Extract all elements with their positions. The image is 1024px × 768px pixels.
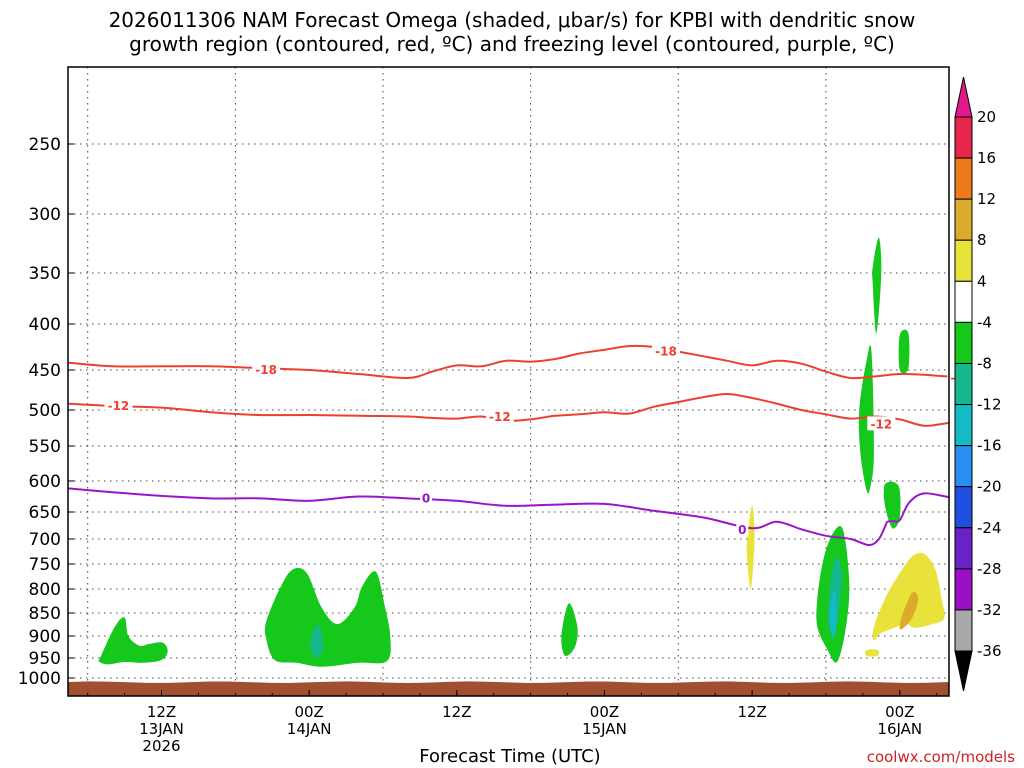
y-tick-label: 750 [29, 555, 61, 575]
colorbar-tick-label: 20 [977, 108, 996, 126]
green-cell-14jan-late [561, 603, 578, 657]
chart-title-line-1: 2026011306 NAM Forecast Omega (shaded, μ… [109, 8, 916, 32]
contour-line [68, 392, 949, 427]
chart-title-line-2: growth region (contoured, red, ºC) and f… [129, 32, 895, 56]
terrain-strip [68, 681, 949, 696]
contour-line [68, 487, 949, 547]
colorbar-swatch [954, 157, 973, 200]
contour-label: -12 [870, 417, 892, 431]
y-tick-label: 800 [29, 580, 61, 600]
green-cell-14jan [264, 567, 391, 667]
green-column-upper [872, 237, 882, 334]
colorbar-tick-label: -24 [977, 519, 1002, 537]
x-axis-label: Forecast Time (UTC) [419, 746, 600, 767]
plot-frame [67, 66, 950, 697]
colorbar-tick-label: -8 [977, 354, 992, 372]
y-tick-label: 850 [29, 604, 61, 624]
contour-label-bg [104, 398, 133, 412]
colorbar-tick-label: -20 [977, 478, 1002, 496]
x-tick-label: 16JAN [877, 720, 922, 738]
colorbar-over-arrow [954, 76, 973, 118]
x-tick-label: 13JAN [139, 720, 184, 738]
colorbar-tick-label: 8 [977, 231, 987, 249]
plot-background [68, 67, 949, 696]
yellow-blob-small [865, 649, 880, 657]
y-tick-label: 350 [29, 264, 61, 284]
contour-label-bg [420, 490, 433, 505]
y-tick-label: 1000 [18, 669, 61, 689]
y-tick-label: 900 [29, 627, 61, 647]
y-tick-label: 400 [29, 315, 61, 335]
contour-label-bg [867, 416, 896, 431]
colorbar-tick-label: -12 [977, 396, 1002, 414]
contour-label: -18 [655, 345, 677, 359]
x-tick-label: 12Z [442, 703, 471, 721]
orange-core-16jan [899, 591, 919, 630]
green-column-main [858, 344, 874, 494]
colorbar-swatch [954, 445, 973, 488]
contour-label-bg [651, 343, 680, 358]
y-tick-label: 700 [29, 530, 61, 550]
teal-core-14jan [310, 625, 323, 659]
colorbar-tick-label: 12 [977, 190, 996, 208]
colorbar-swatch [954, 239, 973, 282]
plot-area [68, 67, 949, 696]
y-tick-label: 550 [29, 437, 61, 457]
source-credit: coolwx.com/models [867, 748, 1015, 766]
x-tick-label: 15JAN [582, 720, 627, 738]
yellow-streak-15jan [746, 505, 755, 590]
contour-label: 0 [738, 523, 746, 537]
green-patch-16jan-upper [898, 329, 910, 374]
contour-label: -12 [108, 399, 130, 413]
x-tick-label: 00Z [294, 703, 323, 721]
colorbar-tick-label: 16 [977, 149, 996, 167]
colorbar-tick-label: -32 [977, 601, 1002, 619]
colorbar-swatch [954, 568, 973, 611]
contour-label: 0 [422, 491, 430, 505]
colorbar-swatch [954, 198, 973, 241]
colorbar-tick-label: -28 [977, 560, 1002, 578]
axes: 250 300 350 400 450 500 550 600 650 700 750 800 850 9… [18, 66, 950, 755]
contour-label: -12 [489, 410, 511, 424]
blue-core-15jan [829, 588, 838, 639]
terrain-fill [68, 681, 949, 696]
yellow-cell-16jan [872, 552, 945, 641]
y-tick-label: 650 [29, 503, 61, 523]
y-tick-label: 300 [29, 205, 61, 225]
colorbar-tick-label: 4 [977, 272, 987, 290]
contour-label-bg [252, 362, 281, 376]
green-cell-13jan-low [97, 617, 168, 665]
x-tick-label: 12Z [147, 703, 176, 721]
contour-label-bg [736, 521, 749, 536]
x-tick-label: 00Z [885, 703, 914, 721]
contour-label-bg [485, 409, 514, 424]
colorbar-swatch [954, 362, 973, 406]
x-tick-label: 12Z [737, 703, 766, 721]
x-tick-label: 2026 [142, 737, 180, 755]
y-tick-label: 950 [29, 649, 61, 669]
colorbar-swatch [954, 116, 973, 159]
x-tick-label: 14JAN [287, 720, 332, 738]
colorbar-swatch [954, 609, 973, 652]
y-tick-label: 500 [29, 401, 61, 421]
colorbar-tick-label: -36 [977, 642, 1002, 660]
y-tick-label: 600 [29, 472, 61, 492]
colorbar: 20 16 12 8 4 -4 -8 -12 -16 -20 -24 -28 -32 -36 [954, 76, 1002, 692]
colorbar-swatch [954, 527, 973, 570]
x-tick-label: 00Z [590, 703, 619, 721]
colorbar-swatch [954, 486, 973, 529]
green-sliver-16jan-lower [883, 481, 901, 529]
y-tick-label: 250 [29, 135, 61, 155]
colorbar-swatch [954, 321, 973, 364]
contour-label: -18 [255, 363, 277, 377]
y-tick-label: 450 [29, 361, 61, 381]
colorbar-tick-label: -4 [977, 313, 992, 331]
colorbar-swatch [954, 280, 973, 323]
omega-shaded-regions [97, 237, 945, 667]
colorbar-swatch [954, 404, 973, 447]
colorbar-tick-label: -16 [977, 437, 1002, 455]
colorbar-under-arrow [954, 650, 973, 692]
